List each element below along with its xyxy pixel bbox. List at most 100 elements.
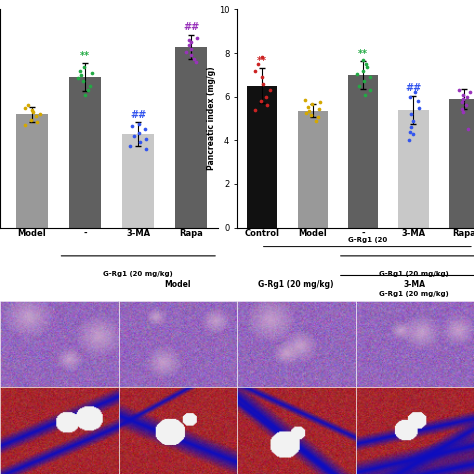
Point <box>187 38 195 46</box>
Bar <box>175 46 208 228</box>
Point <box>406 128 414 136</box>
Point <box>255 60 262 68</box>
Point <box>28 106 36 114</box>
Point <box>359 56 366 64</box>
Point <box>27 116 35 123</box>
Point <box>464 93 471 100</box>
Point <box>259 80 267 87</box>
Point <box>459 95 467 103</box>
Point <box>301 96 309 104</box>
Point <box>410 130 417 137</box>
Point <box>136 139 144 146</box>
Point <box>411 89 419 96</box>
Point <box>182 48 190 56</box>
Point <box>415 104 423 111</box>
Point <box>81 64 88 71</box>
Point <box>262 93 270 100</box>
Point <box>258 54 266 61</box>
Point <box>459 91 466 98</box>
Point <box>266 86 273 94</box>
Point <box>141 126 149 133</box>
Point <box>192 58 200 65</box>
Point <box>405 137 412 144</box>
Point <box>458 105 465 112</box>
Point <box>263 101 271 109</box>
Text: G-Rg1 (20: G-Rg1 (20 <box>348 237 387 244</box>
Point <box>21 121 28 129</box>
Point <box>187 52 195 59</box>
Point <box>135 120 143 128</box>
Text: **: ** <box>358 48 368 59</box>
Point <box>32 112 39 120</box>
Text: **: ** <box>80 51 90 61</box>
Point <box>360 78 368 85</box>
Point <box>185 42 193 49</box>
Point <box>21 104 28 111</box>
Bar <box>398 110 428 228</box>
Point <box>463 101 470 109</box>
Text: Model: Model <box>164 281 191 290</box>
Point <box>459 108 467 116</box>
Point <box>414 97 421 105</box>
Point <box>455 86 463 94</box>
Text: G-Rg1 (20 mg/kg): G-Rg1 (20 mg/kg) <box>379 271 448 277</box>
Text: ##: ## <box>183 22 200 32</box>
Point <box>86 82 94 90</box>
Point <box>191 55 198 63</box>
Bar <box>449 99 474 228</box>
Bar <box>122 134 154 228</box>
Point <box>467 89 474 96</box>
Bar <box>16 114 48 228</box>
Text: ##: ## <box>405 83 421 93</box>
Point <box>188 45 195 53</box>
Point <box>74 74 82 82</box>
Point <box>142 145 149 153</box>
Point <box>24 101 32 109</box>
Point <box>78 71 85 79</box>
Point <box>304 103 312 110</box>
Point <box>353 70 361 78</box>
Point <box>302 109 310 117</box>
Point <box>305 107 313 115</box>
Point <box>84 86 92 94</box>
Text: G-Rg1 (20 mg/kg): G-Rg1 (20 mg/kg) <box>258 281 334 290</box>
Text: **: ** <box>257 56 267 66</box>
Point <box>362 60 370 68</box>
Point <box>308 100 316 108</box>
Point <box>252 67 259 74</box>
Point <box>79 78 87 85</box>
Point <box>257 97 265 105</box>
Text: A: A <box>11 0 20 1</box>
Point <box>36 110 44 118</box>
Point <box>316 99 323 106</box>
Point <box>130 132 137 140</box>
Point <box>82 91 89 98</box>
Point <box>127 142 134 150</box>
Point <box>458 99 465 106</box>
Bar <box>298 111 328 228</box>
Point <box>88 69 96 76</box>
Point <box>185 36 193 44</box>
Bar <box>247 86 277 228</box>
Point <box>316 105 323 112</box>
Text: B: B <box>232 0 242 1</box>
Point <box>464 126 472 133</box>
Point <box>408 110 415 118</box>
Point <box>193 34 201 42</box>
Point <box>410 117 417 125</box>
Point <box>29 108 36 116</box>
Point <box>360 67 367 74</box>
Point <box>355 82 363 90</box>
Point <box>366 86 374 94</box>
Bar <box>348 75 378 228</box>
Point <box>361 91 368 98</box>
Point <box>258 73 266 81</box>
Point <box>76 67 84 74</box>
Point <box>307 111 315 119</box>
Text: 3-MA: 3-MA <box>404 281 426 290</box>
Point <box>142 136 150 143</box>
Point <box>314 114 321 121</box>
Point <box>252 106 259 114</box>
Point <box>407 93 414 100</box>
Point <box>312 117 319 125</box>
